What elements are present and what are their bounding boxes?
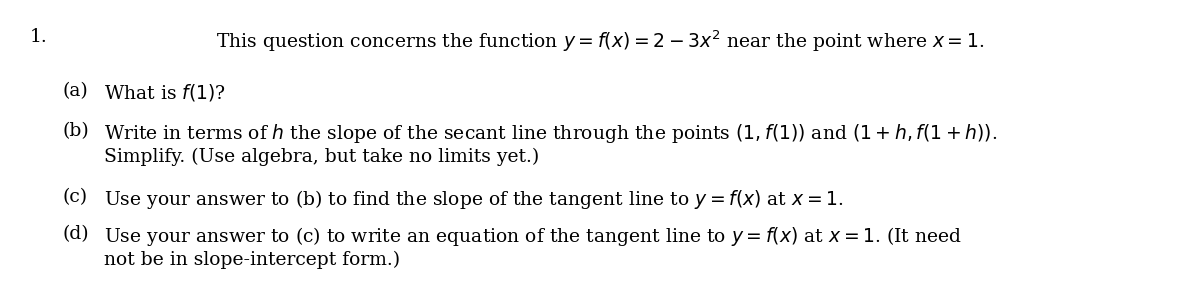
Text: (b): (b): [62, 122, 89, 140]
Text: Use your answer to (c) to write an equation of the tangent line to $y = f(x)$ at: Use your answer to (c) to write an equat…: [104, 225, 962, 248]
Text: (c): (c): [62, 188, 88, 206]
Text: Use your answer to (b) to find the slope of the tangent line to $y = f(x)$ at $x: Use your answer to (b) to find the slope…: [104, 188, 844, 211]
Text: (d): (d): [62, 225, 89, 243]
Text: What is $f(1)$?: What is $f(1)$?: [104, 82, 226, 103]
Text: Write in terms of $h$ the slope of the secant line through the points $(1, f(1)): Write in terms of $h$ the slope of the s…: [104, 122, 997, 145]
Text: This question concerns the function $y = f(x) = 2 - 3x^2$ near the point where $: This question concerns the function $y =…: [216, 28, 984, 53]
Text: (a): (a): [62, 82, 88, 100]
Text: 1.: 1.: [30, 28, 48, 46]
Text: Simplify. (Use algebra, but take no limits yet.): Simplify. (Use algebra, but take no limi…: [104, 148, 539, 166]
Text: not be in slope-intercept form.): not be in slope-intercept form.): [104, 251, 400, 269]
